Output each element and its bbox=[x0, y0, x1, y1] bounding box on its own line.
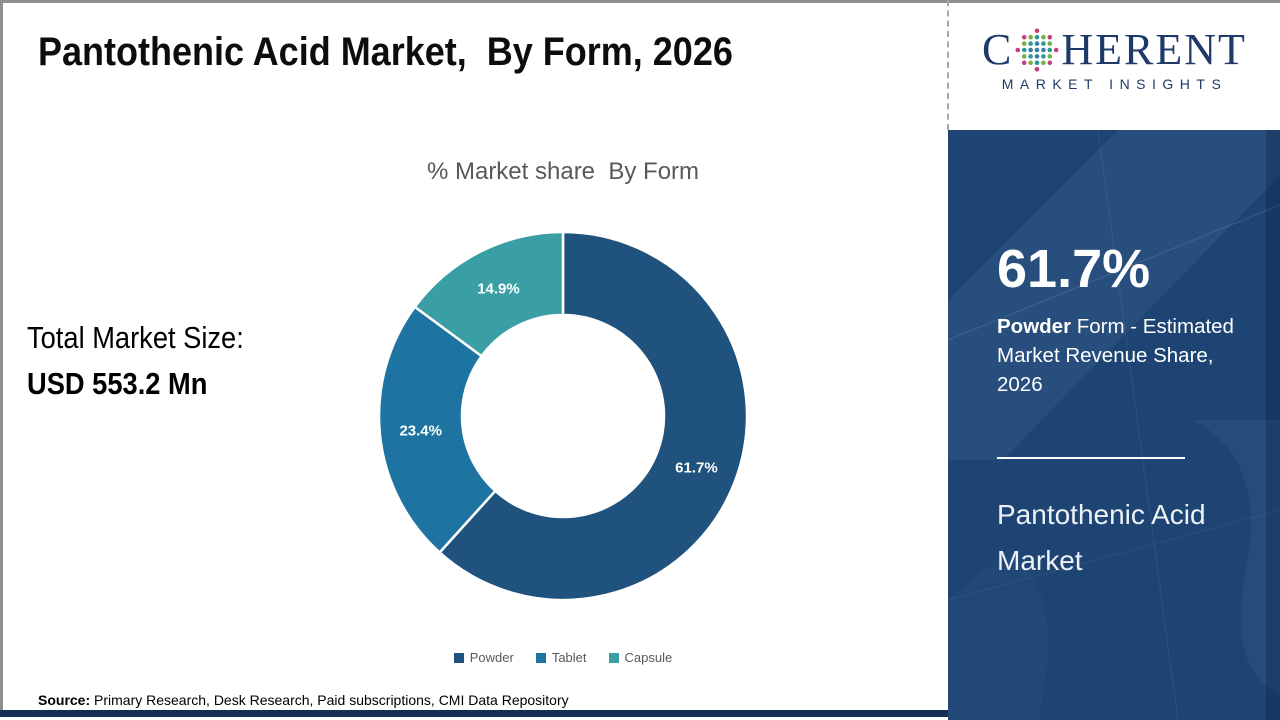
highlight-description: Powder Form - Estimated Market Revenue S… bbox=[997, 312, 1257, 399]
chart-subtitle: % Market share By Form bbox=[426, 158, 700, 185]
logo-tagline: MARKET INSIGHTS bbox=[1001, 76, 1228, 92]
donut-label-capsule: 14.9% bbox=[477, 280, 520, 297]
legend-swatch-tablet bbox=[535, 652, 546, 663]
highlight-description-rest: Form - Estimated Market Revenue Share, 2… bbox=[997, 315, 1234, 396]
legend-item-capsule: Capsule bbox=[608, 650, 673, 665]
left-border bbox=[0, 0, 3, 717]
source-line: Source: Primary Research, Desk Research,… bbox=[38, 692, 569, 708]
globe-dot bbox=[1028, 41, 1034, 46]
globe-dot bbox=[1041, 54, 1047, 59]
globe-dot bbox=[1054, 47, 1059, 53]
globe-dot bbox=[1015, 47, 1021, 53]
total-market-value: USD 553.2 Mn bbox=[27, 366, 208, 401]
donut-segment-capsule bbox=[413, 231, 565, 358]
legend-item-tablet: Tablet bbox=[535, 650, 587, 665]
total-market-block: Total Market Size: USD 553.2 Mn bbox=[27, 320, 244, 402]
globe-dot bbox=[1041, 47, 1047, 53]
globe-dot bbox=[1047, 47, 1053, 53]
source-text: Primary Research, Desk Research, Paid su… bbox=[90, 692, 569, 708]
world-map-texture bbox=[948, 130, 1280, 720]
globe-dot bbox=[1035, 66, 1040, 72]
highlight-percentage: 61.7% bbox=[997, 239, 1151, 299]
globe-dot bbox=[1022, 54, 1027, 59]
donut-label-powder: 61.7% bbox=[675, 459, 718, 476]
globe-dot bbox=[1028, 54, 1034, 59]
globe-dot bbox=[1022, 34, 1027, 40]
legend-label-powder: Powder bbox=[469, 650, 514, 665]
legend-label-tablet: Tablet bbox=[551, 650, 587, 665]
legend-swatch-capsule bbox=[608, 652, 619, 663]
globe-dot bbox=[1022, 41, 1027, 46]
globe-dot bbox=[1047, 34, 1053, 40]
sidebar-divider bbox=[997, 457, 1185, 459]
globe-dot bbox=[1028, 60, 1034, 66]
header-dashed-divider bbox=[947, 0, 949, 130]
globe-dot bbox=[1028, 47, 1034, 53]
globe-dot bbox=[1041, 41, 1047, 46]
legend-item-powder: Powder bbox=[453, 650, 514, 665]
globe-dot bbox=[1022, 60, 1027, 66]
page-title: Pantothenic Acid Market, By Form, 2026 bbox=[38, 30, 733, 74]
globe-dot bbox=[1035, 41, 1040, 46]
top-border bbox=[0, 0, 1280, 3]
legend-label-capsule: Capsule bbox=[624, 650, 673, 665]
logo-wordmark: C HERENT bbox=[949, 27, 1280, 73]
chart-legend: Powder Tablet Capsule bbox=[378, 650, 748, 665]
logo-letters-herent: HERENT bbox=[1061, 25, 1247, 74]
globe-dot bbox=[1041, 60, 1047, 66]
globe-dot bbox=[1047, 60, 1053, 66]
highlight-sidebar: 61.7% Powder Form - Estimated Market Rev… bbox=[948, 130, 1280, 720]
donut-segment-powder bbox=[437, 231, 748, 601]
logo-letter-c: C bbox=[982, 25, 1014, 74]
legend-swatch-powder bbox=[453, 652, 464, 663]
source-label: Source: bbox=[38, 692, 91, 708]
globe-dot bbox=[1041, 34, 1047, 40]
dot-globe-icon bbox=[1015, 28, 1059, 72]
brand-logo: C HERENT MARKET INSIGHTS bbox=[949, 3, 1280, 130]
globe-dot bbox=[1022, 47, 1027, 53]
donut-segment-tablet bbox=[378, 305, 498, 555]
donut-chart: 61.7% 23.4% 14.9% bbox=[378, 231, 748, 601]
highlight-segment-name: Powder bbox=[997, 315, 1072, 338]
sidebar-market-name: Pantothenic Acid Market bbox=[997, 499, 1206, 576]
globe-dot bbox=[1035, 47, 1040, 53]
globe-dot bbox=[1035, 28, 1040, 34]
globe-dot bbox=[1047, 54, 1053, 59]
globe-dot bbox=[1035, 54, 1040, 59]
globe-dot bbox=[1047, 41, 1053, 46]
sidebar-edge-shade bbox=[1266, 130, 1280, 720]
globe-dot bbox=[1035, 34, 1040, 40]
globe-dot bbox=[1035, 60, 1040, 66]
bottom-accent-bar bbox=[0, 710, 948, 717]
donut-label-tablet: 23.4% bbox=[399, 422, 442, 439]
total-market-label: Total Market Size: bbox=[27, 320, 244, 355]
globe-dot bbox=[1028, 34, 1034, 40]
